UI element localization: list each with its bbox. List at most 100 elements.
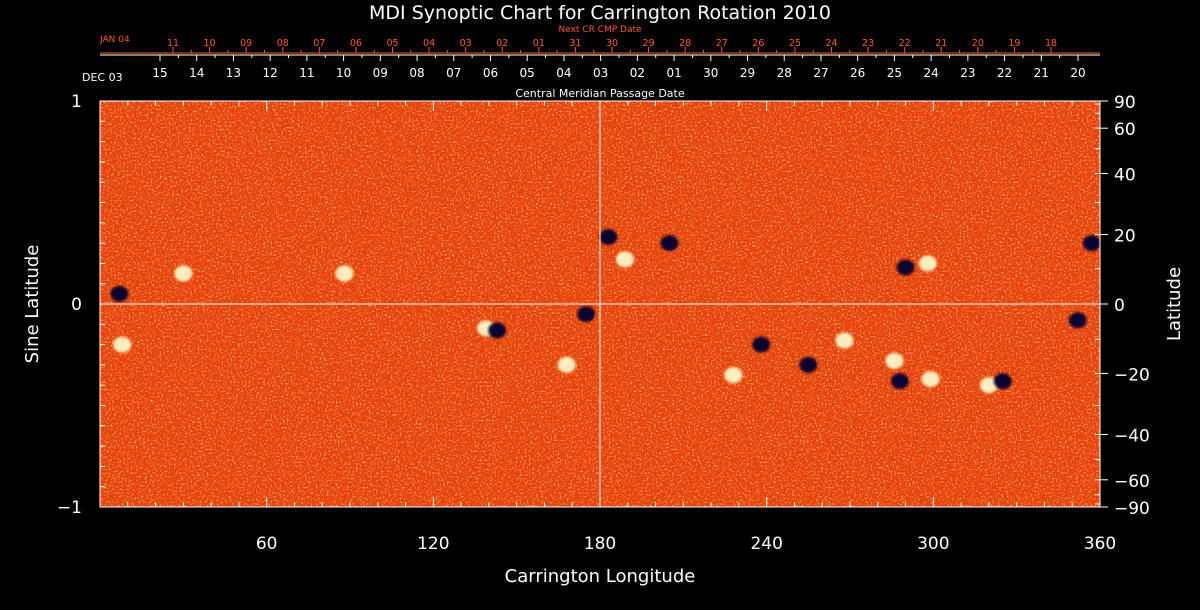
active-region-negative [799, 356, 818, 373]
cmp-date-label: 03 [593, 66, 608, 80]
next-cr-date-label: 02 [496, 38, 508, 49]
active-region-positive [918, 255, 937, 272]
y-right-tick-label: 90 [1114, 93, 1136, 113]
next-cr-date-label: 30 [606, 38, 618, 49]
y-right-tick-label: −60 [1114, 472, 1150, 492]
cmp-date-label: 11 [299, 66, 314, 80]
top-date-axes: Next CR CMP Date JAN 04 11 10 09 08 07 06 05 04… [82, 25, 1100, 100]
y-right-tick-label: 40 [1114, 166, 1136, 186]
next-cr-date-label: 20 [972, 38, 984, 49]
active-region-positive [335, 265, 354, 282]
cmp-date-label: 25 [887, 66, 902, 80]
next-cr-date-label: 28 [679, 38, 691, 49]
active-region-positive [113, 336, 132, 353]
active-region-positive [724, 367, 743, 384]
cmp-date-label: 09 [373, 66, 388, 80]
cmp-date-label: 08 [409, 66, 424, 80]
y-axis-left: 1 0 −1 [57, 92, 110, 518]
cmp-date-label: 14 [189, 66, 204, 80]
cmp-date-label: 29 [740, 66, 755, 80]
next-cr-start-label: JAN 04 [99, 35, 130, 45]
cmp-date-label: 26 [850, 66, 865, 80]
cmp-date-label: 13 [226, 66, 241, 80]
x-tick-label: 180 [584, 534, 616, 554]
y-axis-left-label: Sine Latitude [22, 245, 43, 364]
x-tick-label: 120 [417, 534, 449, 554]
y-left-tick-label: −1 [57, 498, 82, 518]
y-right-tick-label: −90 [1114, 499, 1150, 519]
cmp-date-label: 04 [556, 66, 571, 80]
active-region-positive [885, 352, 904, 369]
y-right-tick-label: −20 [1114, 365, 1150, 385]
x-axis: 60 120 180 240 300 360 [127, 101, 1116, 554]
next-cr-axis-label: Next CR CMP Date [558, 25, 642, 35]
cmp-date-label: 28 [777, 66, 792, 80]
cmp-date-label: 27 [813, 66, 828, 80]
cmp-date-label: 01 [666, 66, 681, 80]
cmp-axis-label: Central Meridian Passage Date [515, 87, 684, 100]
cmp-date-label: 23 [960, 66, 975, 80]
active-region-negative [1068, 312, 1087, 329]
active-region-positive [616, 251, 634, 268]
cmp-date-label: 30 [703, 66, 718, 80]
next-cr-date-label: 27 [716, 38, 728, 49]
next-cr-date-label: 22 [899, 38, 911, 49]
active-region-negative [660, 235, 679, 252]
next-cr-date-label: 31 [569, 38, 581, 49]
next-cr-date-labels: 11 10 09 08 07 06 05 04 03 02 01 31 30 29 28 27 26 25 24 23… [167, 38, 1057, 53]
next-cr-date-label: 09 [240, 38, 252, 49]
active-region-negative [896, 259, 915, 276]
y-left-tick-label: 1 [71, 92, 82, 112]
cmp-date-label: 05 [520, 66, 535, 80]
cmp-date-label: 24 [923, 66, 938, 80]
y-right-tick-label: 60 [1114, 120, 1136, 140]
cmp-date-label: 21 [1034, 66, 1049, 80]
active-region-negative [993, 373, 1012, 390]
active-region-positive [835, 332, 854, 349]
next-cr-date-label: 07 [313, 38, 325, 49]
x-tick-label: 300 [917, 534, 949, 554]
next-cr-date-label: 18 [1045, 38, 1057, 49]
active-regions [110, 229, 1101, 394]
cmp-date-label: 15 [152, 66, 167, 80]
cmp-date-label: 06 [483, 66, 498, 80]
cmp-date-label: 07 [446, 66, 461, 80]
next-cr-date-label: 01 [533, 38, 545, 49]
next-cr-date-label: 23 [862, 38, 874, 49]
active-region-negative [110, 285, 129, 302]
next-cr-date-label: 29 [643, 38, 655, 49]
cmp-date-label: 02 [630, 66, 645, 80]
next-cr-date-label: 26 [752, 38, 764, 49]
active-region-positive [174, 265, 193, 282]
x-tick-label: 240 [750, 534, 782, 554]
chart-title: MDI Synoptic Chart for Carrington Rotati… [369, 2, 831, 24]
cmp-date-labels: 15 14 13 12 11 10 09 08 07 06 05 04 03 02 01 30 29 28 27 26… [152, 55, 1086, 80]
y-right-tick-label: 0 [1114, 296, 1125, 316]
cmp-date-label: 12 [263, 66, 278, 80]
y-axis-right-label: Latitude [1164, 267, 1185, 341]
plot-area [99, 100, 1101, 508]
next-cr-date-label: 03 [460, 38, 472, 49]
y-right-tick-label: −40 [1114, 426, 1150, 446]
next-cr-date-label: 24 [825, 38, 837, 49]
next-cr-date-label: 08 [277, 38, 289, 49]
active-region-positive [557, 356, 576, 373]
y-left-tick-label: 0 [71, 295, 82, 315]
active-region-negative [1082, 235, 1101, 252]
x-tick-label: 360 [1084, 534, 1116, 554]
next-cr-date-label: 19 [1008, 38, 1020, 49]
active-region-negative [752, 336, 771, 353]
active-region-negative [599, 229, 618, 246]
next-cr-date-label: 04 [423, 38, 435, 49]
cmp-date-label: 10 [336, 66, 351, 80]
active-region-negative [891, 373, 909, 390]
next-cr-date-label: 25 [789, 38, 801, 49]
cmp-date-label: 20 [1070, 66, 1085, 80]
y-right-tick-label: 20 [1114, 227, 1136, 247]
active-region-positive [979, 377, 998, 394]
next-cr-date-label: 06 [350, 38, 362, 49]
active-region-negative [488, 322, 507, 339]
x-axis-label: Carrington Longitude [505, 566, 696, 587]
cmp-start-label: DEC 03 [82, 71, 123, 84]
